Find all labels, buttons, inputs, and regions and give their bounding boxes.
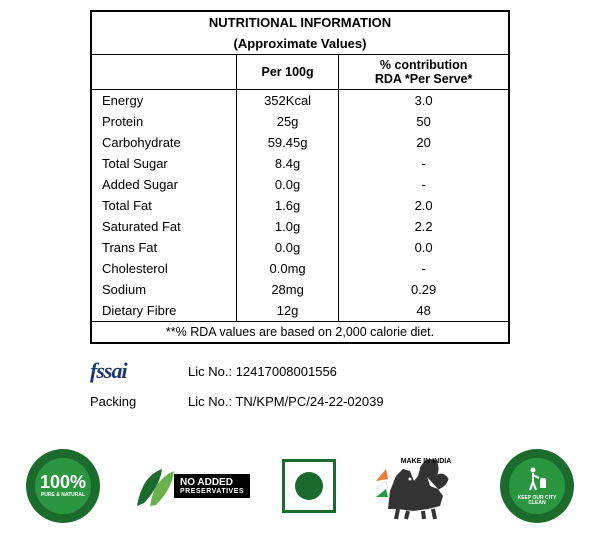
badges-row: 100% PURE & NATURAL NO ADDED PRESERVATIV… [0,449,600,523]
cell-label: Total Sugar [91,153,236,174]
cell-label: Total Fat [91,195,236,216]
footnote-row: **% RDA values are based on 2,000 calori… [91,322,509,344]
cell-label: Saturated Fat [91,216,236,237]
table-row: Total Sugar8.4g- [91,153,509,174]
fssai-lic-label: Lic No.: [188,364,236,379]
pure-natural-text: PURE & NATURAL [41,493,85,499]
cell-per100g: 12g [236,300,338,322]
fssai-lic: Lic No.: 12417008001556 [188,364,337,379]
table-title-line1: NUTRITIONAL INFORMATION [91,11,509,33]
keep-clean-text: KEEP OUR CITY CLEAN [509,496,565,507]
cell-rda: - [339,258,509,279]
preserv-text-box: NO ADDED PRESERVATIVES [174,474,250,499]
percent-text: 100% [40,473,86,491]
badge-inner: KEEP OUR CITY CLEAN [509,458,565,514]
badge-inner: 100% PURE & NATURAL [35,458,91,514]
packing-lic-value: TN/KPM/PC/24-22-02039 [235,394,383,409]
col1-header [91,55,236,90]
packing-lic: Lic No.: TN/KPM/PC/24-22-02039 [188,394,384,409]
fssai-row: fssai Lic No.: 12417008001556 [90,358,510,384]
cell-rda: 0.29 [339,279,509,300]
table-row: Saturated Fat1.0g2.2 [91,216,509,237]
table-row: Carbohydrate59.45g20 [91,132,509,153]
table-title-line2: (Approximate Values) [91,33,509,55]
make-in-india-badge: MAKE IN INDIA [368,451,468,521]
table-row: Energy352Kcal3.0 [91,90,509,112]
keep-city-clean-badge: KEEP OUR CITY CLEAN [500,449,574,523]
fssai-lic-value: 12417008001556 [236,364,337,379]
cell-per100g: 1.6g [236,195,338,216]
cell-rda: 2.0 [339,195,509,216]
veg-mark [282,459,336,513]
cell-per100g: 59.45g [236,132,338,153]
cell-label: Energy [91,90,236,112]
column-headers: Per 100g % contribution RDA *Per Serve* [91,55,509,90]
table-row: Protein25g50 [91,111,509,132]
cell-rda: 0.0 [339,237,509,258]
veg-dot-icon [295,472,323,500]
cell-per100g: 0.0g [236,237,338,258]
cell-label: Sodium [91,279,236,300]
fssai-logo: fssai [90,358,160,384]
cell-rda: 3.0 [339,90,509,112]
cell-per100g: 25g [236,111,338,132]
table-subtitle-row: (Approximate Values) [91,33,509,55]
table-row: Total Fat1.6g2.0 [91,195,509,216]
col3-header: % contribution RDA *Per Serve* [339,55,509,90]
cell-per100g: 352Kcal [236,90,338,112]
preservatives-line: PRESERVATIVES [180,488,244,496]
footnote: **% RDA values are based on 2,000 calori… [91,322,509,344]
trash-person-icon [523,466,551,494]
table-row: Sodium28mg0.29 [91,279,509,300]
cell-rda: - [339,153,509,174]
cell-label: Dietary Fibre [91,300,236,322]
cell-per100g: 8.4g [236,153,338,174]
leaf-icon [132,461,182,511]
cell-label: Trans Fat [91,237,236,258]
cell-per100g: 1.0g [236,216,338,237]
cell-per100g: 0.0g [236,174,338,195]
make-in-india-text: MAKE IN INDIA [401,458,452,465]
cell-label: Protein [91,111,236,132]
cell-rda: 48 [339,300,509,322]
no-preservatives-badge: NO ADDED PRESERVATIVES [132,461,250,511]
col3-line2: RDA *Per Serve* [375,72,473,86]
packing-row: Packing Lic No.: TN/KPM/PC/24-22-02039 [90,394,510,409]
cell-rda: - [339,174,509,195]
license-section: fssai Lic No.: 12417008001556 Packing Li… [90,358,510,409]
cell-per100g: 0.0mg [236,258,338,279]
cell-label: Carbohydrate [91,132,236,153]
table-row: Added Sugar0.0g- [91,174,509,195]
cell-rda: 20 [339,132,509,153]
cell-rda: 50 [339,111,509,132]
cell-rda: 2.2 [339,216,509,237]
table-row: Trans Fat0.0g0.0 [91,237,509,258]
cell-per100g: 28mg [236,279,338,300]
col2-header: Per 100g [236,55,338,90]
table-title-row: NUTRITIONAL INFORMATION [91,11,509,33]
pure-natural-badge: 100% PURE & NATURAL [26,449,100,523]
cell-label: Cholesterol [91,258,236,279]
packing-label: Packing [90,394,160,409]
col3-line1: % contribution [380,58,468,72]
no-added-line: NO ADDED [180,477,244,488]
packing-lic-label: Lic No.: [188,394,235,409]
nutrition-table: NUTRITIONAL INFORMATION (Approximate Val… [90,10,510,344]
table-row: Dietary Fibre12g48 [91,300,509,322]
cell-label: Added Sugar [91,174,236,195]
table-row: Cholesterol0.0mg- [91,258,509,279]
